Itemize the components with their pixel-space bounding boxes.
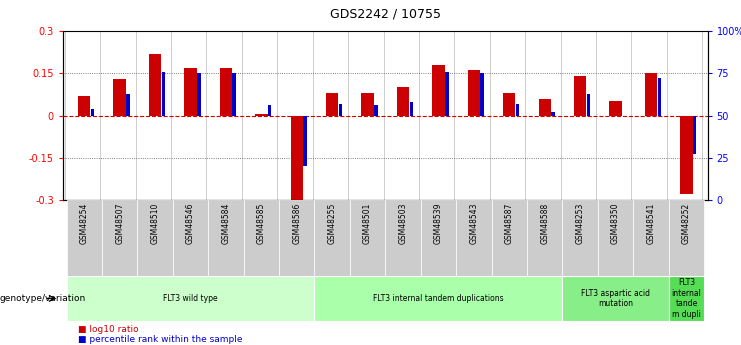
Bar <box>587 93 591 116</box>
Bar <box>339 104 342 116</box>
Bar <box>539 99 551 116</box>
Bar <box>268 106 271 116</box>
Text: GSM48507: GSM48507 <box>115 203 124 244</box>
Bar <box>67 276 314 321</box>
Text: FLT3 internal tandem duplications: FLT3 internal tandem duplications <box>373 294 504 303</box>
Bar <box>668 276 704 321</box>
Bar <box>185 68 196 116</box>
Text: GSM48503: GSM48503 <box>399 203 408 244</box>
Bar <box>480 73 484 116</box>
Bar <box>78 96 90 116</box>
Bar <box>445 72 448 116</box>
Bar <box>197 73 201 116</box>
Bar <box>551 112 555 116</box>
Bar <box>67 200 102 276</box>
Text: GSM48254: GSM48254 <box>80 203 89 244</box>
Bar <box>456 200 491 276</box>
Bar <box>574 76 586 116</box>
Bar <box>91 109 94 116</box>
Bar <box>255 114 268 116</box>
Bar <box>598 200 634 276</box>
Text: GSM48501: GSM48501 <box>363 203 372 244</box>
Bar <box>410 102 413 116</box>
Text: GSM48539: GSM48539 <box>434 203 443 244</box>
Text: GSM48585: GSM48585 <box>257 203 266 244</box>
Text: GSM48252: GSM48252 <box>682 203 691 244</box>
Bar <box>634 200 668 276</box>
Bar <box>220 68 232 116</box>
Text: GDS2242 / 10755: GDS2242 / 10755 <box>330 8 441 21</box>
Text: GSM48255: GSM48255 <box>328 203 336 244</box>
Bar <box>680 116 693 195</box>
Bar <box>149 53 162 116</box>
Bar <box>562 200 598 276</box>
Bar <box>137 200 173 276</box>
Bar <box>609 101 622 116</box>
Bar <box>421 200 456 276</box>
Bar <box>374 106 378 116</box>
Text: ■ log10 ratio: ■ log10 ratio <box>78 325 139 334</box>
Text: FLT3 wild type: FLT3 wild type <box>163 294 218 303</box>
Text: genotype/variation: genotype/variation <box>0 294 86 303</box>
Bar <box>314 200 350 276</box>
Text: GSM48253: GSM48253 <box>576 203 585 244</box>
Bar <box>303 116 307 166</box>
Text: GSM48541: GSM48541 <box>646 203 656 244</box>
Text: GSM48584: GSM48584 <box>222 203 230 244</box>
Bar <box>350 200 385 276</box>
Text: GSM48350: GSM48350 <box>611 203 620 244</box>
Text: GSM48510: GSM48510 <box>150 203 159 244</box>
Bar <box>233 73 236 116</box>
Text: FLT3 aspartic acid
mutation: FLT3 aspartic acid mutation <box>581 289 650 308</box>
Bar <box>162 72 165 116</box>
Bar <box>362 93 373 116</box>
Bar <box>279 200 314 276</box>
Bar <box>314 276 562 321</box>
Bar <box>208 200 244 276</box>
Bar <box>385 200 421 276</box>
Bar <box>244 200 279 276</box>
Bar <box>645 73 657 116</box>
Text: GSM48586: GSM48586 <box>292 203 302 244</box>
Text: GSM48543: GSM48543 <box>469 203 479 244</box>
Bar <box>527 200 562 276</box>
Bar <box>173 200 208 276</box>
Bar <box>668 200 704 276</box>
Text: GSM48587: GSM48587 <box>505 203 514 244</box>
Bar <box>290 116 303 200</box>
Bar <box>503 93 516 116</box>
Bar <box>657 78 661 116</box>
Bar <box>326 93 339 116</box>
Bar <box>397 87 409 116</box>
Bar <box>113 79 126 116</box>
Bar <box>432 65 445 116</box>
Bar <box>693 116 697 155</box>
Text: GSM48546: GSM48546 <box>186 203 195 244</box>
Bar <box>126 93 130 116</box>
Text: FLT3
internal
tande
m dupli: FLT3 internal tande m dupli <box>671 278 701 318</box>
Text: GSM48588: GSM48588 <box>540 203 549 244</box>
Bar <box>516 104 519 116</box>
Bar <box>468 70 480 116</box>
Bar <box>491 200 527 276</box>
Bar <box>562 276 668 321</box>
Text: ■ percentile rank within the sample: ■ percentile rank within the sample <box>78 335 242 344</box>
Bar <box>102 200 137 276</box>
